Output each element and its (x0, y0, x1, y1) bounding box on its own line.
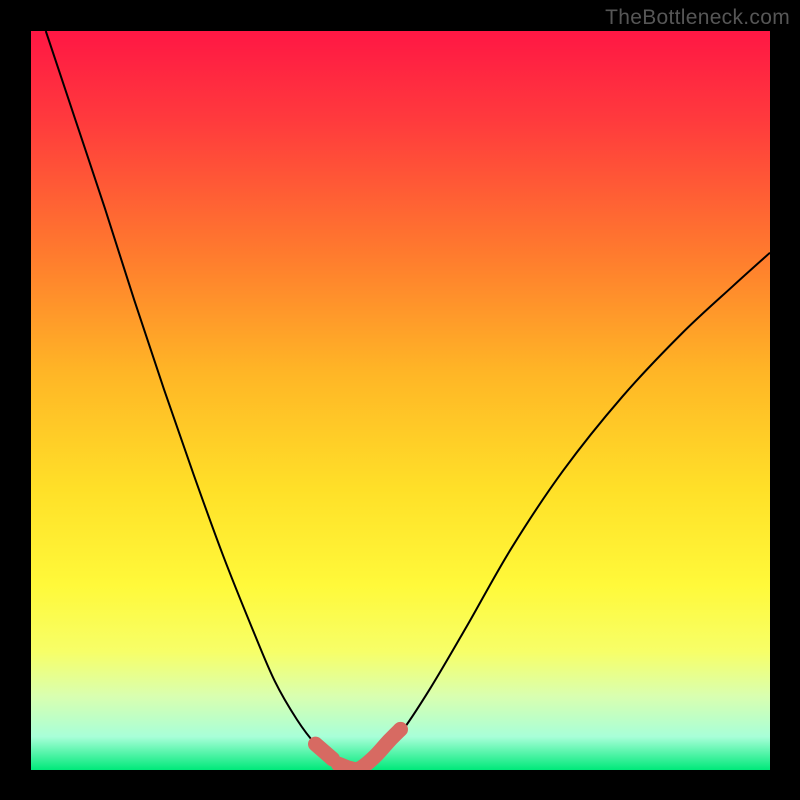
chart-background (31, 31, 770, 770)
watermark-text: TheBottleneck.com (605, 6, 790, 30)
chart-svg (31, 31, 770, 770)
chart-plot-area (31, 31, 770, 770)
